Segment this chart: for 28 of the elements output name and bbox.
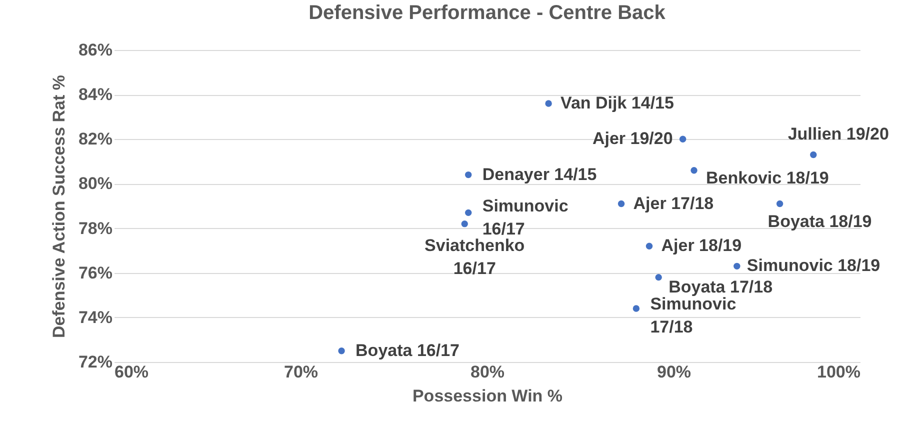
x-tick-label: 60% xyxy=(114,362,149,382)
data-label: Simunovic 17/18 xyxy=(650,294,736,337)
data-label: Boyata 16/17 xyxy=(356,340,460,360)
x-tick-label: 90% xyxy=(656,362,692,382)
data-label: Boyata 17/18 xyxy=(668,277,773,296)
y-axis-title: Defensive Action Success Rat % xyxy=(49,75,68,338)
x-tick-label: 70% xyxy=(284,362,318,382)
data-label: Denayer 14/15 xyxy=(482,164,597,184)
data-label: Van Dijk 14/15 xyxy=(560,93,674,112)
data-label: Simunovic 18/19 xyxy=(746,256,880,276)
data-label: Boyata 18/19 xyxy=(768,212,872,231)
data-label: Benkovic 18/19 xyxy=(706,168,829,188)
data-label: Ajer 17/18 xyxy=(633,194,714,213)
chart-title: Defensive Performance - Centre Back xyxy=(308,2,666,24)
y-tick-label: 76% xyxy=(78,263,112,282)
data-label: Ajer 19/20 xyxy=(592,129,673,148)
y-tick-label: 74% xyxy=(78,308,112,327)
data-label: Ajer 18/19 xyxy=(661,236,742,256)
x-axis-title: Possession Win % xyxy=(412,386,563,406)
data-label: Jullien 19/20 xyxy=(788,124,889,144)
y-tick-label: 72% xyxy=(78,352,112,372)
y-tick-label: 80% xyxy=(78,174,112,194)
y-tick-label: 78% xyxy=(78,218,112,238)
y-tick-label: 86% xyxy=(78,40,112,60)
x-tick-label: 100% xyxy=(817,362,860,382)
x-tick-label: 80% xyxy=(470,362,505,382)
y-tick-label: 82% xyxy=(78,130,112,149)
y-tick-label: 84% xyxy=(78,85,112,104)
